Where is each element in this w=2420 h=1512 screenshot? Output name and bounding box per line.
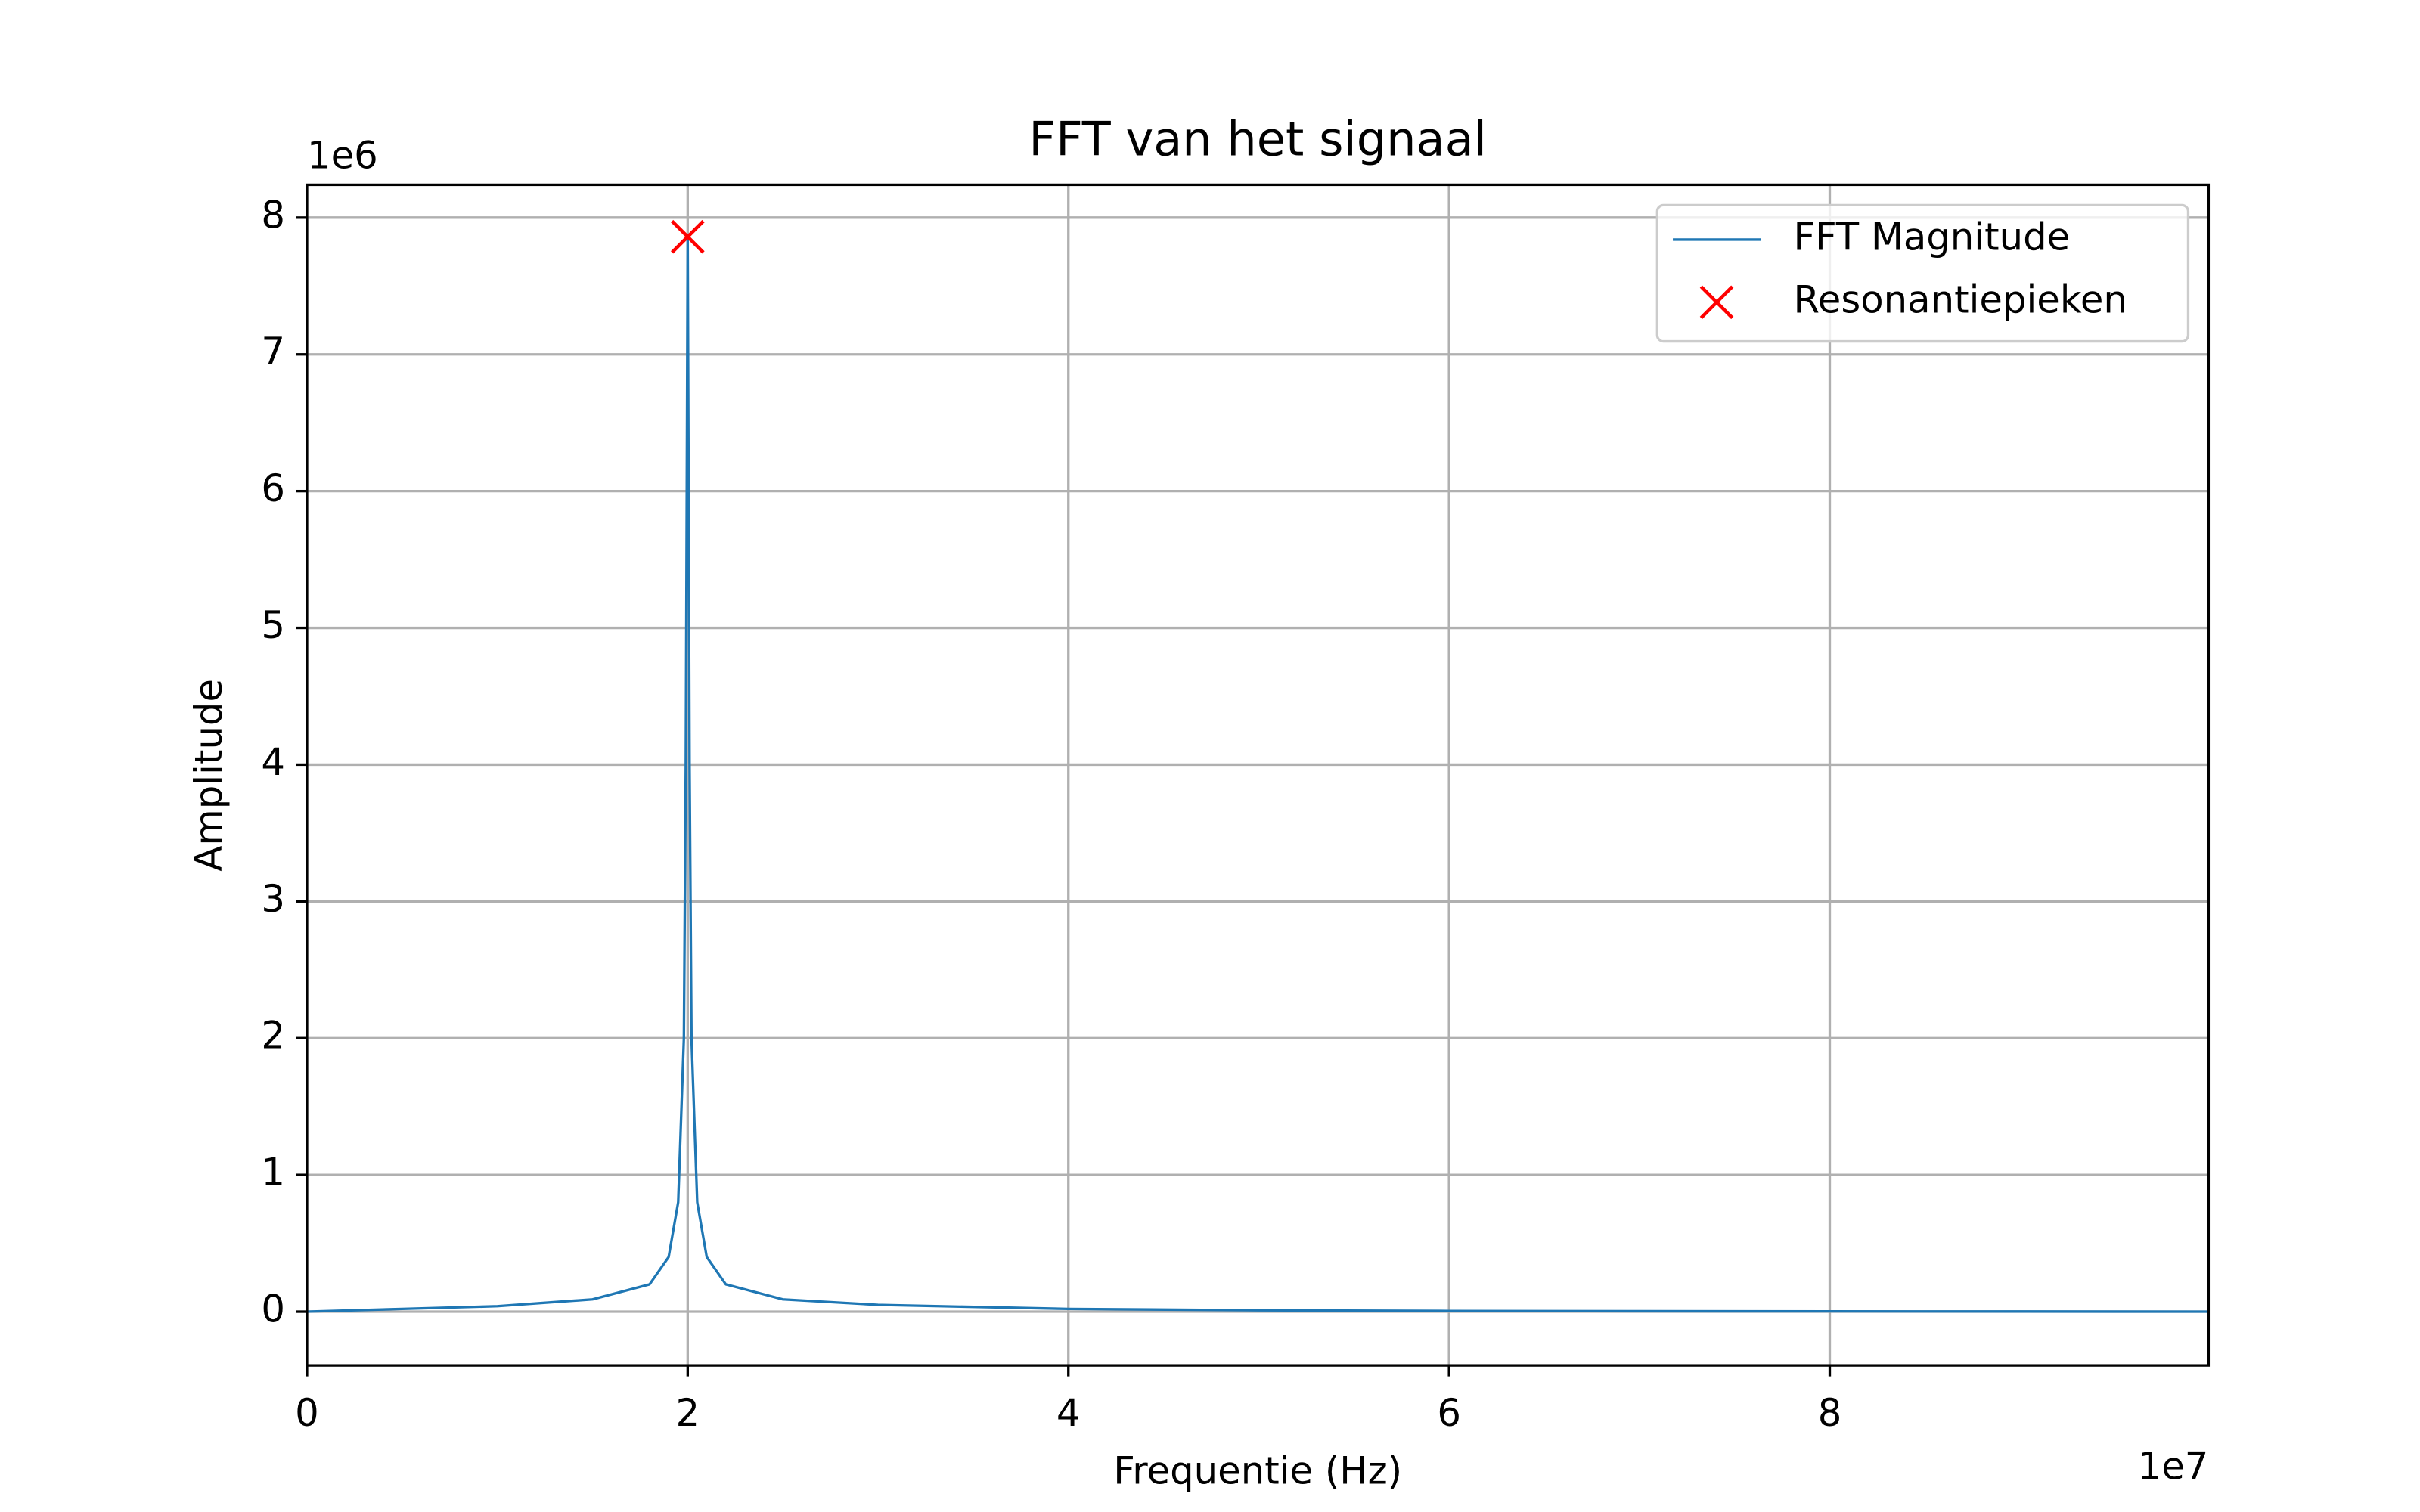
x-tick-label: 8: [1818, 1391, 1842, 1435]
legend: FFT Magnitude Resonantiepieken: [1655, 203, 2190, 343]
x-tick-label: 4: [1056, 1391, 1081, 1435]
y-tick-label: 2: [261, 1014, 285, 1058]
x-tick-label: 0: [295, 1391, 319, 1435]
series-line: [306, 235, 2209, 1313]
axes-frame: [306, 183, 2211, 1367]
legend-label: FFT Magnitude: [1794, 215, 2071, 259]
y-tick-label: 8: [261, 193, 285, 237]
x-axis-label: Frequentie (Hz): [1113, 1449, 1402, 1493]
y-tick-label: 5: [261, 603, 285, 647]
y-tick-label: 7: [261, 330, 285, 373]
legend-label: Resonantiepieken: [1794, 277, 2127, 321]
x-tick-label: 6: [1437, 1391, 1461, 1435]
x-tick-label: 2: [676, 1391, 700, 1435]
y-axis-label: Amplitude: [187, 679, 231, 872]
legend-box: [1655, 203, 2190, 343]
legend-marker: [1699, 285, 1734, 320]
x-offset-label: 1e7: [2138, 1444, 2209, 1488]
y-offset-label: 1e6: [307, 134, 378, 178]
y-tick-label: 3: [261, 877, 285, 921]
chart-title: FFT van het signaal: [1028, 112, 1487, 167]
y-tick-label: 1: [261, 1151, 285, 1194]
y-tick-label: 4: [261, 740, 285, 784]
y-tick-label: 6: [261, 466, 285, 510]
y-tick-label: 0: [261, 1287, 285, 1331]
plot-area: [306, 219, 2209, 1313]
peak-marker: [671, 219, 705, 254]
ticks: 0 1 2 3 4 5 6 7 8 0 2 4 6 8: [261, 193, 1841, 1435]
